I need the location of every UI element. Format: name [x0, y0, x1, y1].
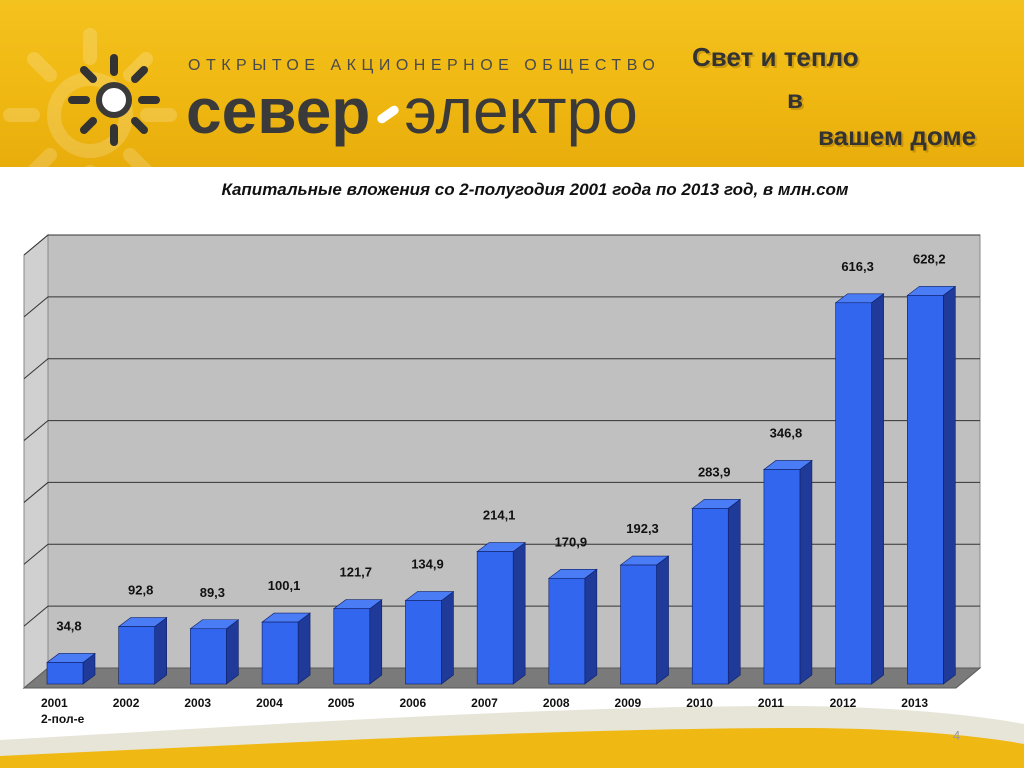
data-label: 134,9: [411, 557, 444, 572]
sun-icon: [68, 54, 160, 146]
x-tick-label: 2010: [686, 696, 713, 710]
data-label: 192,3: [626, 521, 659, 536]
data-label: 92,8: [128, 583, 153, 598]
x-tick-label: 2004: [256, 696, 283, 710]
x-tick-label: 2009: [614, 696, 642, 710]
bar: [835, 302, 872, 685]
gridline: [23, 605, 980, 627]
company-type: ОТКРЫТОЕ АКЦИОНЕРНОЕ ОБЩЕСТВО: [188, 57, 661, 74]
bar-side: [656, 555, 669, 685]
x-tick-sublabel: 2-пол-е: [41, 712, 85, 726]
bar-side: [226, 619, 239, 685]
slogan-line3: вашем доме: [818, 121, 977, 151]
bar: [620, 564, 657, 685]
bar: [476, 551, 514, 685]
data-label: 170,9: [555, 534, 588, 549]
chart-side-wall: [23, 233, 49, 690]
bar: [763, 469, 801, 685]
brand-logo: север электро: [186, 76, 638, 146]
data-label: 214,1: [483, 508, 516, 523]
chart-title: Капитальные вложения со 2-полугодия 2001…: [221, 180, 849, 199]
bar: [46, 662, 84, 685]
bottom-swoosh-decoration: [0, 705, 1024, 768]
bar-side: [871, 293, 884, 685]
x-tick-label: 2001: [41, 696, 68, 710]
bar: [405, 600, 442, 685]
x-tick-label: 2013: [901, 696, 928, 710]
gridline: [23, 296, 980, 318]
bar-side: [943, 285, 956, 685]
data-label: 34,8: [56, 618, 81, 633]
bar: [118, 626, 155, 685]
gridline: [23, 358, 980, 380]
x-tick-label: 2012: [829, 696, 857, 710]
data-label: 283,9: [698, 464, 731, 479]
data-label: 616,3: [841, 259, 874, 274]
bar: [190, 628, 227, 685]
brand-separator: [375, 103, 401, 126]
page-number: 4: [953, 728, 961, 743]
data-label: 628,2: [913, 251, 946, 266]
bar: [333, 608, 371, 685]
gridline: [23, 420, 980, 441]
x-tick-label: 2011: [757, 696, 784, 710]
brand-name-part2: электро: [404, 75, 638, 147]
bar-side: [441, 590, 454, 685]
bar-side: [297, 612, 311, 685]
data-label: 346,8: [770, 425, 803, 440]
gridline: [23, 481, 980, 503]
slogan-line1: Свет и тепло: [692, 42, 859, 72]
x-tick-label: 2008: [542, 696, 570, 710]
bar-side: [727, 498, 741, 685]
bar-side: [154, 616, 167, 685]
bar: [691, 508, 729, 685]
x-tick-label: 2007: [471, 696, 498, 710]
x-tick-label: 2003: [184, 696, 212, 710]
brand-name-part1: север: [186, 75, 371, 147]
x-tick-label: 2002: [112, 696, 140, 710]
data-label: 89,3: [200, 585, 225, 600]
data-label: 100,1: [268, 578, 301, 593]
bar-side: [799, 459, 813, 685]
slogan-line2: в: [787, 84, 803, 114]
header-banner: ОТКРЫТОЕ АКЦИОНЕРНОЕ ОБЩЕСТВО север элект…: [0, 0, 1024, 167]
bar: [261, 621, 299, 685]
bar-chart: 34,8 92,8 89,3 100,1 121,7 134,9 214,1 170,9 192…: [22, 233, 982, 690]
bar-side: [584, 568, 598, 685]
bar: [907, 295, 944, 685]
x-tick-label: 2006: [399, 696, 427, 710]
data-label: 121,7: [339, 565, 372, 580]
gridline: [23, 543, 980, 565]
x-tick-label: 2005: [327, 696, 355, 710]
bar: [548, 577, 586, 685]
bar-side: [512, 541, 526, 685]
bar-side: [369, 599, 383, 685]
gridline: [23, 234, 980, 256]
